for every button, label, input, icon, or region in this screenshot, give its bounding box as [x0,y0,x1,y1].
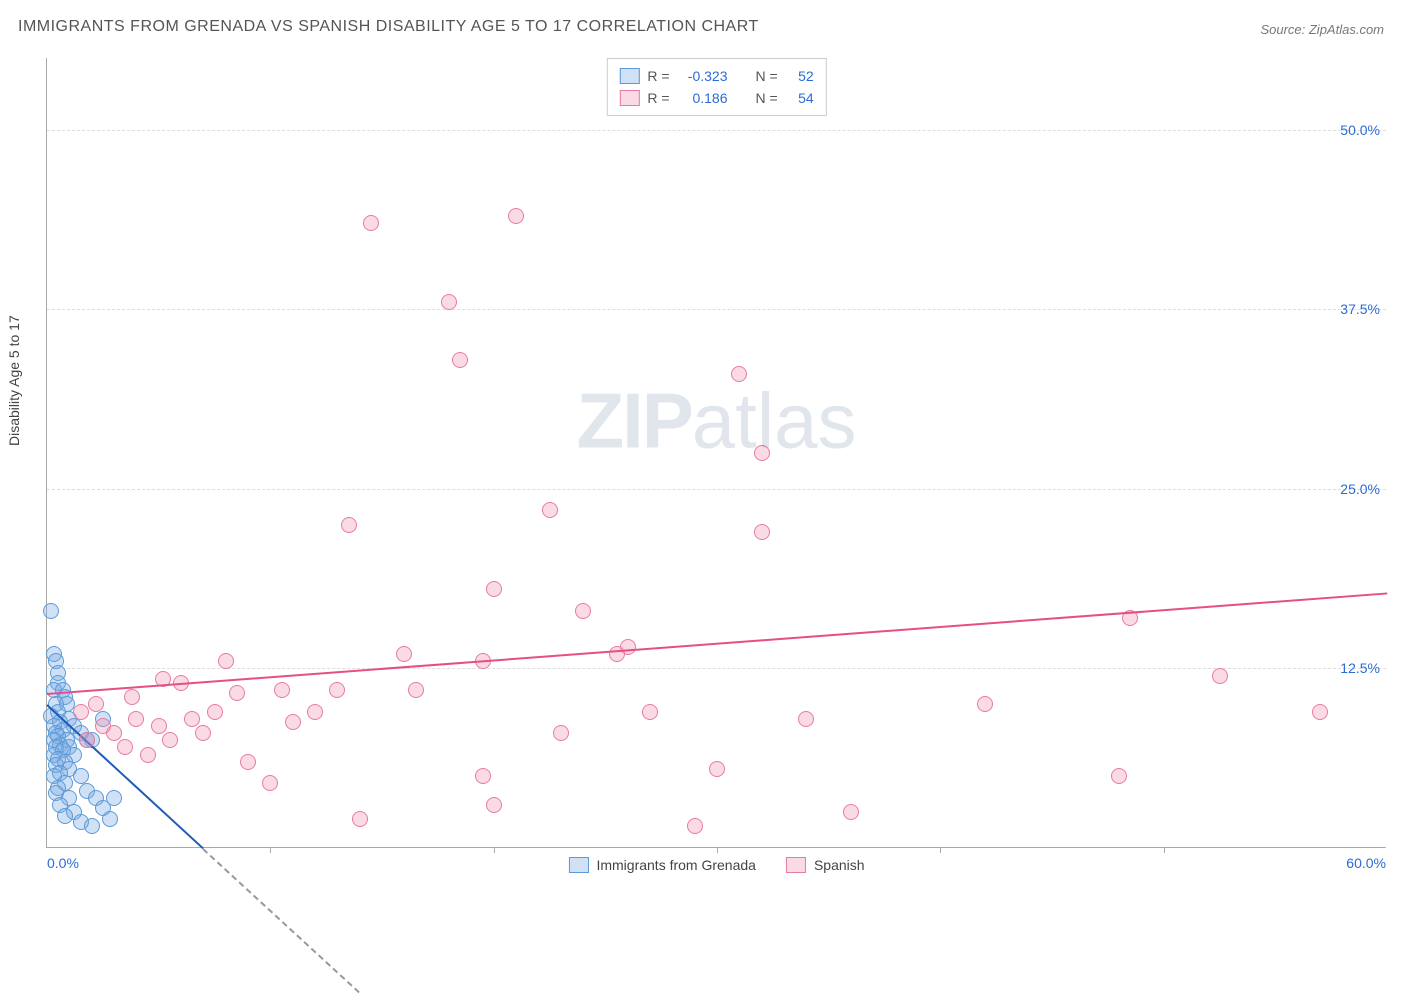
data-point [396,646,412,662]
data-point [542,502,558,518]
legend-item-grenada: Immigrants from Grenada [568,857,756,873]
data-point [486,797,502,813]
legend-swatch-grenada-icon [568,857,588,873]
data-point [95,718,111,734]
legend-swatch-spanish-icon [786,857,806,873]
watermark: ZIPatlas [576,375,856,466]
y-tick-label: 37.5% [1340,301,1388,317]
y-tick-label: 12.5% [1340,660,1388,676]
y-axis-title: Disability Age 5 to 17 [6,315,22,446]
y-tick-label: 50.0% [1340,122,1388,138]
data-point [124,689,140,705]
series-legend: Immigrants from Grenada Spanish [568,857,864,873]
data-point [207,704,223,720]
data-point [151,718,167,734]
y-tick-label: 25.0% [1340,481,1388,497]
data-point [285,714,301,730]
data-point [553,725,569,741]
data-point [1312,704,1328,720]
chart-title: IMMIGRANTS FROM GRENADA VS SPANISH DISAB… [18,18,759,36]
data-point [798,711,814,727]
data-point [274,682,290,698]
data-point [162,732,178,748]
data-point [79,732,95,748]
data-point [1212,668,1228,684]
x-tick-label: 0.0% [47,855,79,871]
scatter-plot-area: ZIPatlas R = -0.323 N = 52 R = 0.186 N =… [46,58,1386,848]
data-point [508,208,524,224]
data-point [475,768,491,784]
data-point [687,818,703,834]
x-tick-mark [717,847,718,853]
data-point [1111,768,1127,784]
data-point [731,366,747,382]
data-point [341,517,357,533]
data-point [73,704,89,720]
correlation-legend: R = -0.323 N = 52 R = 0.186 N = 54 [606,58,826,116]
data-point [106,790,122,806]
data-point [229,685,245,701]
data-point [352,811,368,827]
data-point [609,646,625,662]
x-tick-label: 60.0% [1346,855,1386,871]
legend-row-spanish: R = 0.186 N = 54 [619,87,813,109]
data-point [117,739,133,755]
data-point [88,696,104,712]
data-point [57,808,73,824]
data-point [240,754,256,770]
legend-item-spanish: Spanish [786,857,865,873]
x-tick-mark [494,847,495,853]
data-point [140,747,156,763]
data-point [262,775,278,791]
gridline-h [47,309,1386,310]
x-tick-mark [1164,847,1165,853]
data-point [408,682,424,698]
x-tick-mark [940,847,941,853]
data-point [843,804,859,820]
data-point [195,725,211,741]
data-point [441,294,457,310]
data-point [102,811,118,827]
legend-row-grenada: R = -0.323 N = 52 [619,65,813,87]
data-point [642,704,658,720]
data-point [363,215,379,231]
data-point [307,704,323,720]
data-point [84,818,100,834]
data-point [575,603,591,619]
data-point [43,603,59,619]
gridline-h [47,130,1386,131]
data-point [754,445,770,461]
data-point [486,581,502,597]
source-attribution: Source: ZipAtlas.com [1260,22,1384,37]
data-point [977,696,993,712]
data-point [128,711,144,727]
data-point [329,682,345,698]
trend-line-dashed [203,848,361,993]
gridline-h [47,668,1386,669]
data-point [452,352,468,368]
data-point [184,711,200,727]
legend-swatch-grenada [619,68,639,84]
data-point [709,761,725,777]
trend-line [47,592,1387,695]
legend-swatch-spanish [619,90,639,106]
data-point [754,524,770,540]
x-tick-mark [270,847,271,853]
gridline-h [47,489,1386,490]
data-point [218,653,234,669]
